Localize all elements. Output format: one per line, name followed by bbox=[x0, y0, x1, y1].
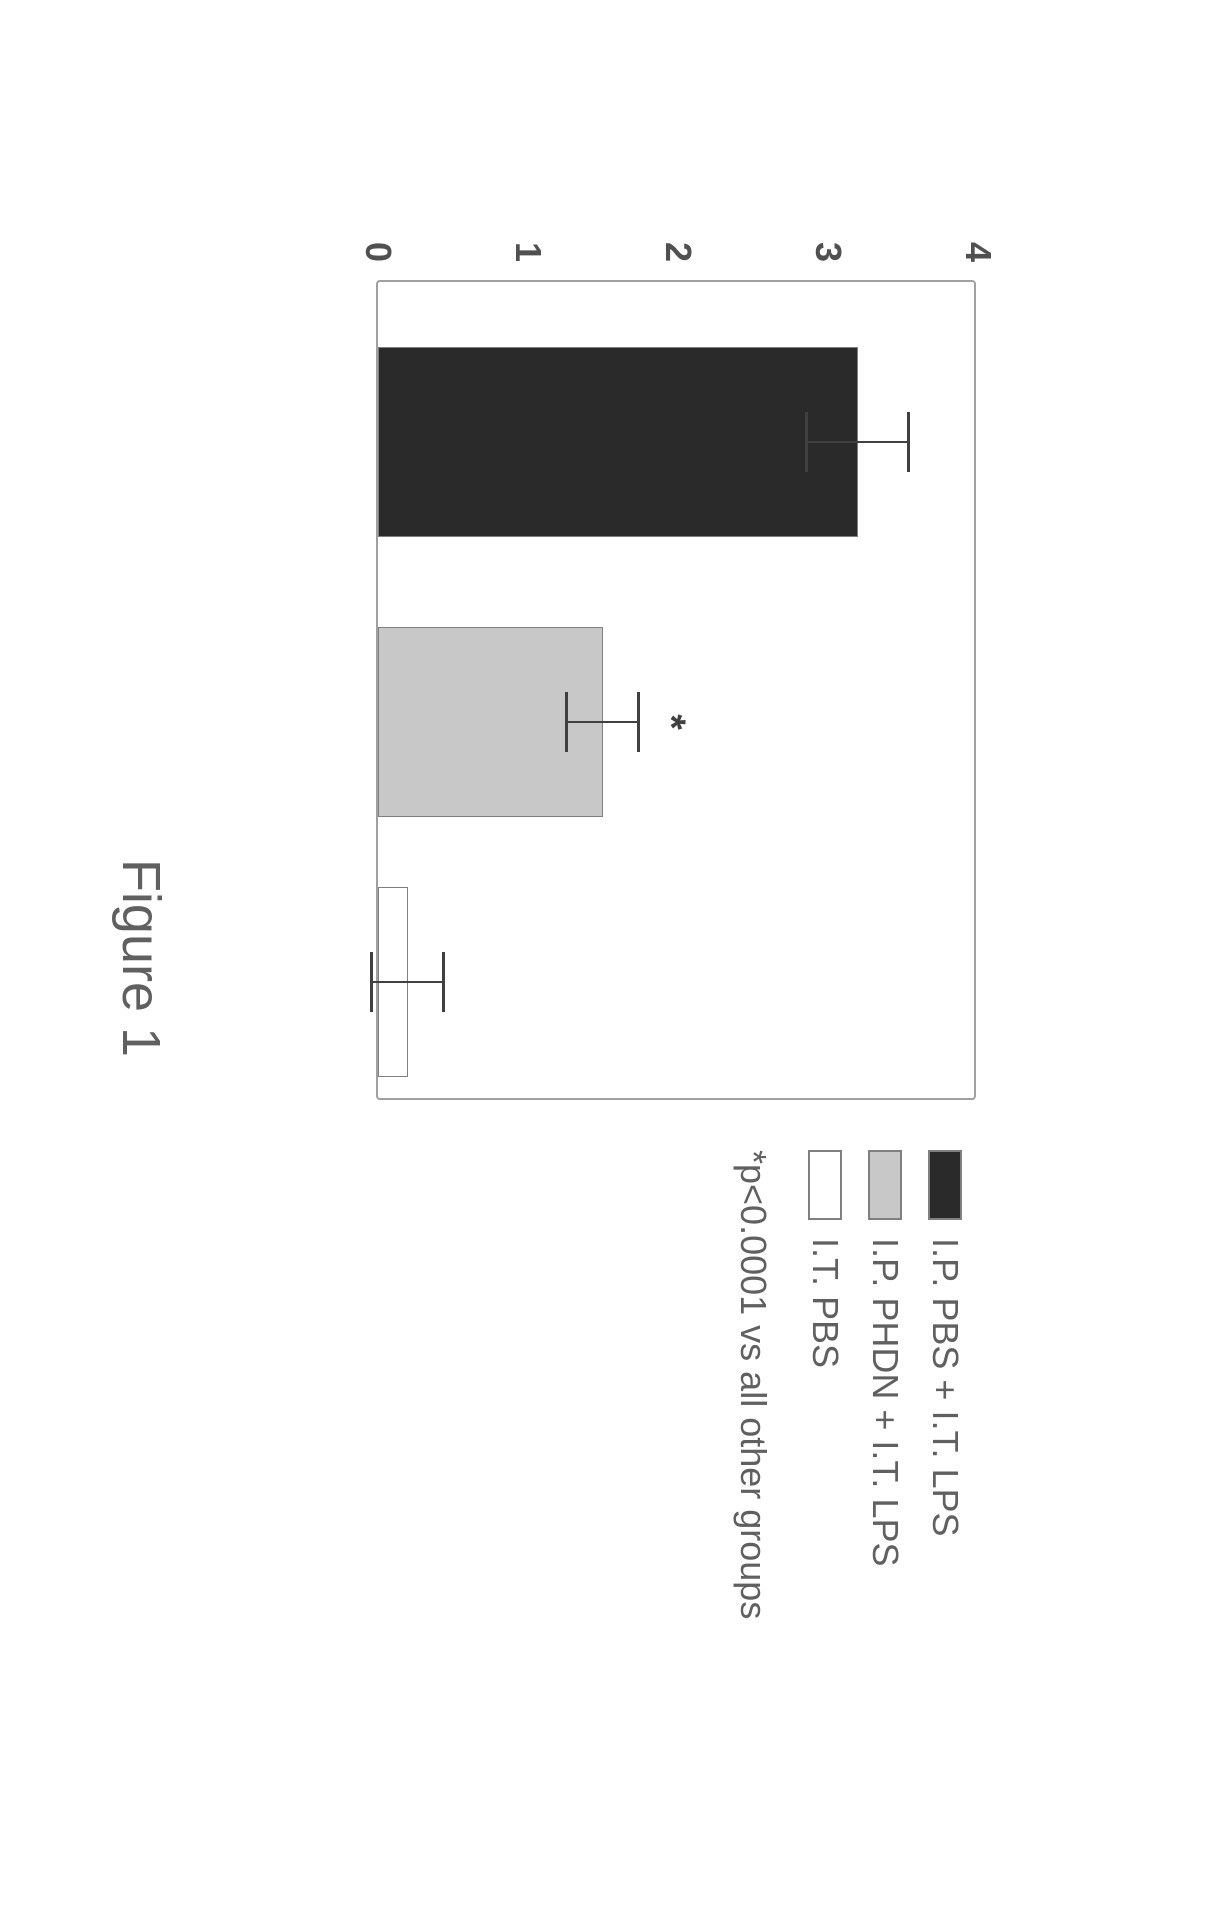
error-bar bbox=[566, 721, 641, 723]
legend-item: I.T. PBS bbox=[804, 1150, 846, 1619]
plot-box: 01234* bbox=[376, 280, 976, 1100]
legend-item: I.P. PBS + I.T. LPS bbox=[924, 1150, 966, 1619]
y-tick-label: 2 bbox=[657, 242, 699, 262]
y-tick-label: 0 bbox=[357, 242, 399, 262]
legend-label: I.T. PBS bbox=[804, 1238, 846, 1368]
bar bbox=[378, 347, 858, 537]
legend-swatch bbox=[868, 1150, 902, 1220]
legend-label: I.P. PHDN + I.T. LPS bbox=[864, 1238, 906, 1566]
y-tick-label: 4 bbox=[957, 242, 999, 262]
legend-item: I.P. PHDN + I.T. LPS bbox=[864, 1150, 906, 1619]
figure-caption: Figure 1 bbox=[110, 859, 172, 1057]
error-bar bbox=[371, 981, 446, 983]
significance-marker: * bbox=[649, 714, 694, 730]
chart-area: Inflammatory Index 01234* bbox=[356, 200, 976, 1100]
rotated-canvas: Inflammatory Index 01234* I.P. PBS + I.T… bbox=[0, 0, 1216, 1916]
legend-label: I.P. PBS + I.T. LPS bbox=[924, 1238, 966, 1537]
y-tick-label: 1 bbox=[507, 242, 549, 262]
y-tick-label: 3 bbox=[807, 242, 849, 262]
legend: I.P. PBS + I.T. LPS I.P. PHDN + I.T. LPS I… bbox=[732, 1150, 966, 1619]
error-bar bbox=[806, 441, 911, 443]
legend-swatch bbox=[808, 1150, 842, 1220]
legend-footnote: *p<0.0001 vs all other groups bbox=[732, 1150, 774, 1619]
legend-swatch bbox=[928, 1150, 962, 1220]
